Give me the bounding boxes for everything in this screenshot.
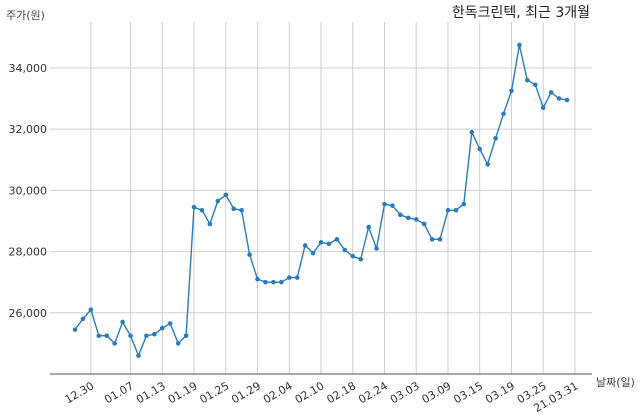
data-point bbox=[350, 253, 356, 259]
gridlines bbox=[50, 22, 592, 374]
data-point bbox=[517, 42, 522, 48]
y-tick-label: 34,000 bbox=[9, 62, 48, 75]
data-point bbox=[152, 331, 157, 337]
x-tick-label: 03.09 bbox=[420, 379, 454, 406]
data-point bbox=[453, 207, 459, 213]
data-point bbox=[112, 341, 117, 346]
data-point bbox=[501, 111, 506, 117]
data-point bbox=[485, 162, 490, 167]
data-point bbox=[366, 224, 371, 230]
data-point bbox=[342, 247, 348, 253]
x-tick-label: 12.30 bbox=[63, 379, 97, 406]
data-point bbox=[556, 96, 562, 101]
x-tick-label: 02.18 bbox=[324, 379, 358, 406]
data-point bbox=[421, 221, 427, 227]
chart-title: 한독크린텍, 최근 3개월 bbox=[452, 5, 590, 21]
data-point bbox=[358, 256, 363, 262]
data-point bbox=[382, 201, 387, 207]
x-tick-label: 01.25 bbox=[197, 379, 231, 406]
data-point bbox=[564, 97, 570, 103]
x-tick-label: 02.04 bbox=[261, 379, 295, 406]
data-point bbox=[88, 307, 94, 313]
series-price bbox=[72, 42, 570, 358]
data-point bbox=[167, 321, 173, 326]
data-point bbox=[334, 237, 340, 242]
data-point bbox=[390, 203, 395, 208]
data-point bbox=[525, 77, 530, 83]
data-point bbox=[80, 316, 86, 322]
data-point bbox=[263, 279, 268, 285]
x-tick-label: 02.10 bbox=[293, 379, 327, 406]
x-tick-label: 03.03 bbox=[388, 379, 422, 406]
data-point bbox=[96, 333, 102, 339]
data-point bbox=[477, 146, 483, 152]
data-point bbox=[199, 207, 205, 213]
data-point bbox=[398, 212, 403, 218]
data-point bbox=[374, 246, 379, 251]
data-point bbox=[247, 252, 252, 257]
data-point bbox=[183, 333, 189, 339]
data-point bbox=[326, 241, 332, 247]
data-point bbox=[548, 90, 554, 95]
data-point bbox=[445, 207, 451, 213]
data-point bbox=[532, 82, 538, 88]
data-point bbox=[159, 325, 165, 331]
y-tick-label: 26,000 bbox=[9, 307, 48, 320]
y-axis-label: 주가(원) bbox=[6, 9, 45, 22]
y-tick-labels: 26,000 28,000 30,000 32,000 34,000 bbox=[9, 62, 48, 320]
data-point bbox=[239, 207, 244, 213]
x-tick-label: 03.19 bbox=[483, 379, 517, 406]
data-point bbox=[461, 201, 467, 207]
data-point bbox=[469, 129, 475, 135]
data-point bbox=[310, 250, 316, 256]
x-tick-label: 01.19 bbox=[166, 379, 200, 406]
y-tick-label: 30,000 bbox=[9, 184, 48, 197]
data-point bbox=[405, 215, 411, 221]
data-point bbox=[72, 327, 78, 332]
x-tick-label: 02.24 bbox=[356, 379, 390, 406]
data-point bbox=[286, 275, 292, 280]
x-axis-label: 날짜(일) bbox=[596, 375, 635, 389]
data-point bbox=[437, 237, 443, 242]
data-point bbox=[540, 105, 546, 111]
data-point bbox=[144, 333, 149, 339]
data-point bbox=[413, 217, 419, 222]
x-tick-labels: 12.30 01.0701.1301.1901.2501.2902.0402.10… bbox=[63, 379, 581, 414]
data-point bbox=[255, 276, 260, 282]
data-point bbox=[104, 333, 110, 339]
data-point bbox=[279, 279, 284, 285]
data-point bbox=[302, 243, 308, 248]
x-tick-label: 01.29 bbox=[229, 379, 263, 406]
data-point bbox=[128, 333, 133, 339]
data-point bbox=[271, 279, 276, 285]
data-point bbox=[175, 341, 181, 346]
data-point bbox=[207, 221, 213, 227]
y-tick-label: 28,000 bbox=[9, 246, 48, 259]
data-point bbox=[231, 206, 237, 212]
data-point bbox=[223, 192, 229, 198]
data-point bbox=[429, 237, 435, 242]
data-point bbox=[120, 319, 125, 325]
data-point bbox=[191, 204, 197, 210]
y-tick-label: 32,000 bbox=[9, 123, 48, 136]
x-tick-label: 01.13 bbox=[134, 379, 168, 406]
data-point bbox=[493, 136, 498, 141]
data-point bbox=[136, 353, 141, 358]
x-tick-label: 03.15 bbox=[451, 379, 485, 406]
x-tick-label: 01.07 bbox=[102, 379, 136, 406]
data-point bbox=[294, 275, 300, 280]
data-point bbox=[509, 88, 514, 94]
data-point bbox=[318, 240, 324, 245]
data-point bbox=[215, 198, 221, 204]
